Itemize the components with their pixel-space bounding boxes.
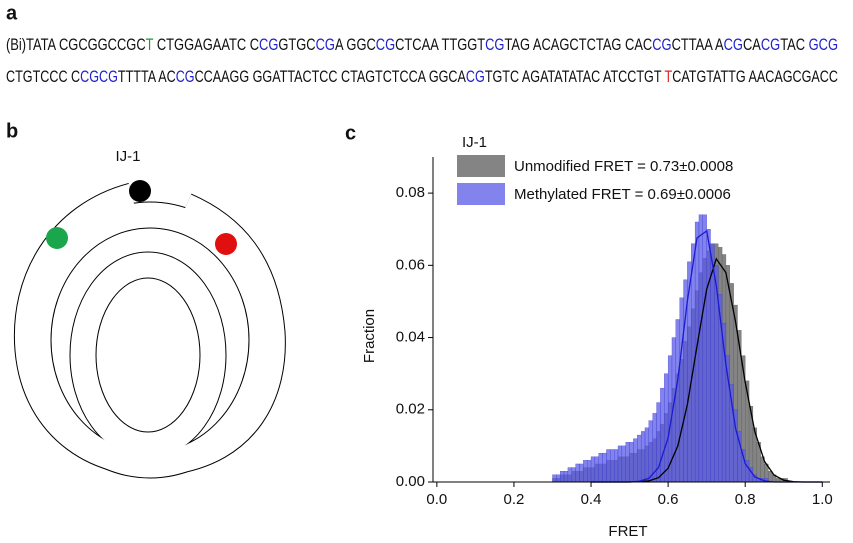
legend-swatch [457,155,505,177]
sequence-segment: CTGTCCC C [6,67,80,86]
bar [706,229,711,483]
sequence-segment: GTGC [278,35,315,54]
bar [556,474,561,483]
sequence-segment: CG [466,67,485,86]
bar [629,442,634,483]
panel-label: c [345,122,356,144]
bar [644,427,649,483]
bar [614,449,619,483]
histogram-chart: c IJ-1 0.0 0.2 0.4 0.6 0.8 1.0 0.00 0.02 0.04 0.06 0… [345,122,833,540]
y-tick-label: 0.02 [396,401,425,418]
bar [660,387,665,483]
sequence-segment: CGCG [80,67,118,86]
bar [625,442,630,483]
panel-label: b [6,120,18,142]
bar [664,373,669,483]
coil-diagram [13,180,286,479]
sequence-segment: TGTC AGATATATAC ATCCTGT [485,67,665,86]
bar [675,319,680,483]
bar [640,431,646,483]
bar [702,214,707,483]
sequence-segment: CTTAA A [672,35,725,54]
panel-label: a [6,2,18,24]
sequence-line: (Bi)TATA CGCGGCCGCT CTGGAGAATC CCGGTGCCG… [6,35,838,54]
x-tick-label: 0.0 [426,491,447,508]
bar [602,452,607,483]
bar [567,467,572,483]
sequence-segment: CCAAGG GGATTACTCC CTAGTCTCCA GGCA [195,67,467,86]
sequence-segment: CG [652,35,671,54]
bar [579,463,584,483]
y-tick-label: 0.00 [396,473,425,490]
bar [679,297,684,483]
bar [606,449,611,483]
legend-swatch [457,183,505,205]
sequence-segment: CG [376,35,395,54]
sequence-segment: CG [176,67,195,86]
bar [610,449,615,483]
sequence-segment: CTGGAGAATC C [153,35,259,54]
y-axis-label: Fraction [361,309,378,363]
x-tick-label: 0.8 [735,491,756,508]
sequence-segment: CA [743,35,761,54]
sequence-segment: A GGC [335,35,376,54]
y-tick-label: 0.06 [396,256,425,273]
legend-label: Methylated FRET = 0.69±0.0006 [514,186,731,203]
bar [648,420,653,483]
sequence-segment: CG [259,35,278,54]
bar [575,463,580,483]
bar [594,456,599,483]
sequence-segment: CTCAA TTGGT [395,35,485,54]
bar [637,434,642,483]
construct-label: IJ-1 [115,148,140,165]
sequence-segment: (Bi)TATA CGCGGCCGC [6,35,146,54]
bar [768,471,773,483]
sequence-segment: T [665,67,673,86]
bar [617,445,623,483]
bar [698,214,703,483]
x-axis-label: FRET [608,523,647,540]
legend-label: Unmodified FRET = 0.73±0.0008 [514,158,733,175]
y-tick-label: 0.04 [396,329,425,346]
bar [590,456,596,483]
sequence-segment: CG [761,35,780,54]
bar [560,471,565,483]
sequence-segment: TAC [780,35,808,54]
bar [563,471,569,483]
bar [552,474,557,483]
sequence-segment: T [146,35,154,54]
bar [633,438,638,483]
sequence-segment: CG [485,35,504,54]
sequence-segment: TAG ACAGCTCTAG CAC [504,35,652,54]
bar [598,452,603,483]
sequence-segment: GCG [809,35,838,54]
bar [587,460,592,483]
sequence-line: CTGTCCC CCGCGTTTTA ACCGCCAAGG GGATTACTCC… [6,67,838,86]
sequence-segment: CG [316,35,335,54]
bar [621,445,626,483]
x-tick-label: 0.4 [581,491,602,508]
annotation: IJ-1 [462,134,487,151]
x-tick-label: 0.6 [658,491,679,508]
sequence-segment: CG [724,35,743,54]
bar [710,243,715,483]
x-tick-label: 1.0 [812,491,833,508]
sequence-segment: TTTTA AC [118,67,176,86]
bar [583,460,588,483]
x-tick-label: 0.2 [504,491,525,508]
y-tick-label: 0.08 [396,184,425,201]
bar [571,467,576,483]
sequence-segment: CATGTATTG AACAGCGACC [672,67,838,86]
